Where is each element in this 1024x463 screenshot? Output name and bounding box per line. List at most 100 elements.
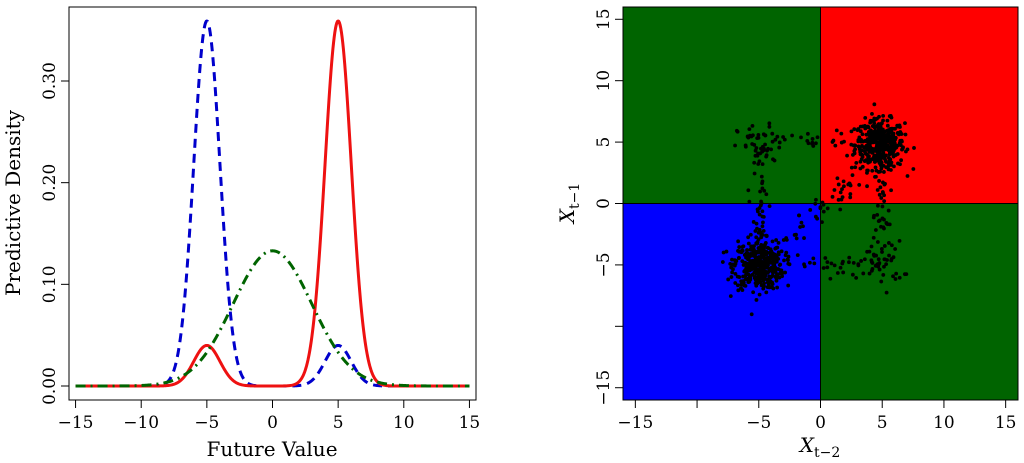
scatter-point — [856, 138, 861, 142]
scatter-point — [836, 182, 841, 187]
scatter-point — [799, 220, 804, 225]
scatter-point — [879, 246, 884, 251]
scatter-point — [770, 273, 775, 278]
scatter-point — [786, 258, 790, 263]
scatter-point — [759, 243, 764, 247]
scatter-y-tick-label: 0 — [594, 198, 614, 209]
scatter-y-tick-label: −15 — [594, 370, 614, 406]
scatter-point — [841, 270, 846, 275]
scatter-point — [877, 137, 882, 141]
scatter-point — [769, 265, 774, 270]
scatter-point — [854, 275, 859, 280]
scatter-point — [748, 274, 753, 279]
scatter-point — [889, 258, 894, 263]
scatter-point — [764, 233, 769, 238]
density-x-tick-label: 15 — [459, 413, 481, 433]
scatter-point — [882, 226, 886, 231]
scatter-point — [761, 220, 765, 225]
scatter-point — [741, 280, 746, 285]
scatter-point — [887, 241, 891, 245]
scatter-point — [794, 236, 799, 241]
scatter-point — [871, 140, 876, 145]
scatter-point — [878, 152, 883, 156]
scatter-y-tick-label: 15 — [594, 8, 614, 30]
scatter-point — [878, 140, 883, 145]
scatter-point — [889, 168, 893, 172]
scatter-point — [865, 168, 870, 173]
scatter-point — [875, 116, 879, 121]
scatter-point — [888, 138, 893, 143]
scatter-point — [839, 140, 844, 145]
regime-region-0 — [623, 7, 821, 204]
scatter-point — [879, 160, 884, 165]
scatter-point — [739, 250, 744, 255]
scatter-point — [799, 135, 803, 140]
density-y-tick-label: 0.10 — [40, 265, 60, 303]
scatter-x-axis-title: Xt−2 — [798, 433, 841, 461]
scatter-point — [752, 143, 757, 147]
scatter-point — [863, 115, 868, 120]
scatter-point — [735, 283, 740, 288]
scatter-point — [870, 267, 875, 271]
scatter-point — [770, 239, 775, 244]
scatter-point — [866, 142, 871, 147]
scatter-point — [847, 255, 852, 260]
scatter-point — [733, 281, 738, 285]
scatter-point — [767, 204, 772, 209]
scatter-point — [872, 130, 877, 134]
scatter-point — [832, 263, 837, 268]
scatter-point — [775, 134, 780, 139]
scatter-point — [852, 127, 857, 132]
regime-divider-lines — [623, 7, 1018, 400]
scatter-y-tick-label: 5 — [594, 137, 614, 148]
scatter-point — [890, 150, 895, 155]
scatter-point — [889, 243, 894, 248]
scatter-point — [767, 260, 772, 265]
scatter-point — [790, 133, 794, 138]
density-curves — [74, 19, 471, 388]
scatter-point — [873, 124, 877, 129]
density-series-0 — [74, 19, 471, 388]
scatter-point — [882, 170, 886, 174]
scatter-point — [746, 188, 751, 193]
scatter-point — [776, 240, 781, 245]
scatter-point — [758, 189, 763, 194]
scatter-point — [828, 276, 833, 281]
scatter-point — [840, 187, 844, 192]
scatter-point — [835, 176, 840, 181]
scatter-point — [814, 197, 818, 202]
scatter-point — [849, 142, 854, 147]
scatter-point — [883, 181, 887, 186]
scatter-point — [882, 244, 887, 248]
scatter-point — [772, 260, 777, 265]
scatter-point — [868, 120, 873, 125]
scatter-point — [741, 263, 746, 267]
scatter-point — [869, 244, 874, 249]
scatter-point — [876, 203, 880, 208]
scatter-x-tick-label: −5 — [746, 413, 771, 433]
scatter-point — [911, 167, 916, 171]
scatter-point — [754, 221, 759, 226]
scatter-point — [857, 183, 862, 187]
scatter-point — [726, 277, 731, 282]
scatter-point — [900, 146, 905, 151]
scatter-point — [774, 246, 779, 250]
scatter-point — [896, 161, 900, 166]
scatter-point — [787, 262, 792, 267]
scatter-point — [845, 153, 849, 158]
density-y-tick-label: 0.30 — [40, 62, 60, 100]
scatter-point — [891, 140, 896, 145]
scatter-point — [873, 174, 877, 179]
scatter-point — [821, 209, 826, 214]
scatter-point — [873, 228, 878, 232]
scatter-point — [762, 146, 766, 151]
scatter-point — [858, 129, 863, 134]
scatter-point — [748, 247, 753, 252]
scatter-point — [834, 128, 839, 133]
scatter-point — [773, 265, 777, 270]
scatter-point — [888, 146, 893, 151]
density-x-tick-label: −10 — [123, 413, 159, 433]
scatter-point — [784, 236, 789, 240]
scatter-point — [885, 123, 890, 128]
scatter-point — [833, 143, 838, 148]
